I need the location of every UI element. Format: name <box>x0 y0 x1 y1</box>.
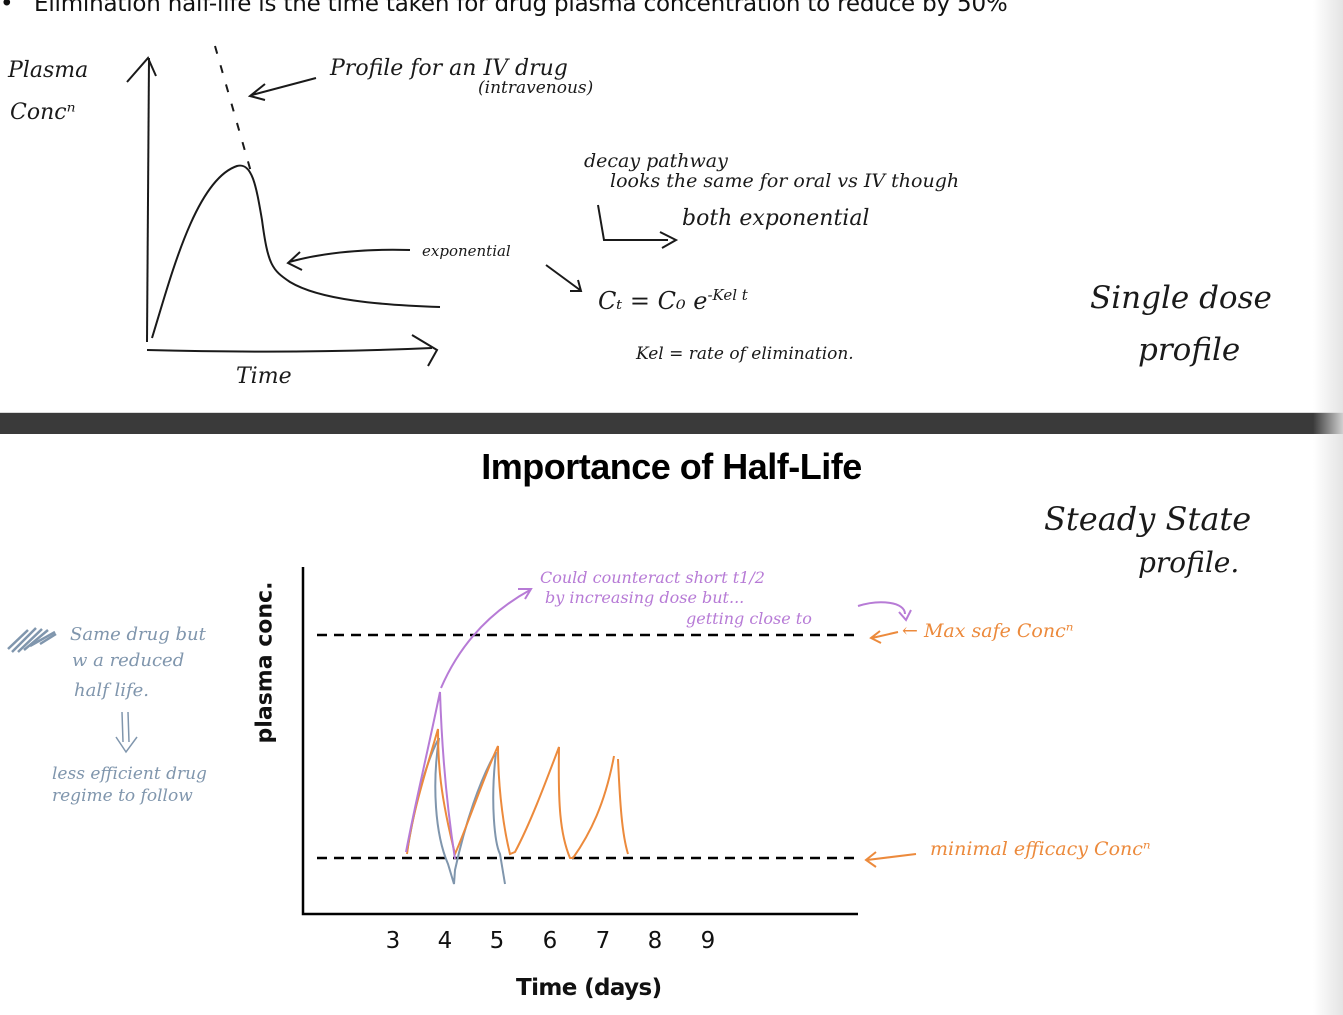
purple-arrow <box>440 589 531 689</box>
hatch-mark-icon <box>7 627 57 653</box>
grey-note-line5: regime to follow <box>52 786 193 806</box>
half-life-chart <box>7 567 917 916</box>
iv-annotation-sub: (intravenous) <box>478 78 594 98</box>
slide-single-dose: • Elimination half-life is the time taken… <box>0 0 1343 412</box>
grey-note-line4: less efficient drug <box>52 764 207 784</box>
x-tick: 6 <box>542 928 558 954</box>
min-efficacy-label: minimal efficacy Concⁿ <box>930 838 1151 860</box>
max-safe-label: ← Max safe Concⁿ <box>902 620 1074 642</box>
bullet-point: • Elimination half-life is the time taken… <box>0 0 1008 17</box>
steady-state-title-line2: profile. <box>1138 546 1240 579</box>
grey-note: Same drug but <box>70 624 206 645</box>
series-reduced-half-life <box>406 737 506 885</box>
decay-note: decay pathway <box>584 150 728 172</box>
x-axis-label: Time <box>236 364 292 389</box>
x-tick: 9 <box>700 928 716 954</box>
exponential-label: exponential <box>422 242 511 260</box>
grey-note-line2: w a reduced <box>72 650 185 671</box>
purple-note: Could counteract short t1/2 <box>540 568 765 587</box>
purple-note-line2: by increasing dose but... <box>545 588 745 607</box>
single-dose-title: Single dose <box>1090 280 1272 316</box>
slide-separator <box>0 412 1343 435</box>
steady-state-title: Steady State <box>1044 500 1252 538</box>
implies-arrow-icon <box>115 711 138 754</box>
purple-note-line3: getting close to <box>686 609 812 628</box>
slide-steady-state: Importance of Half-Life Steady State pro… <box>0 434 1343 1015</box>
bullet-text: Elimination half-life is the time taken … <box>34 0 1008 17</box>
single-dose-sketch <box>126 45 679 367</box>
x-tick: 8 <box>647 928 663 954</box>
equation: Cₜ = C₀ e-Kel t <box>598 286 748 315</box>
grey-note-line3: half life. <box>74 680 150 701</box>
chart-axes <box>301 567 858 916</box>
x-tick: 4 <box>437 928 453 954</box>
equation-exponent: -Kel t <box>707 286 748 304</box>
y-axis-label: Plasma <box>8 58 89 83</box>
kel-definition: Kel = rate of elimination. <box>636 344 854 364</box>
x-tick: 5 <box>489 928 505 954</box>
iv-annotation: Profile for an IV drug <box>330 56 568 81</box>
single-dose-title-line2: profile <box>1138 332 1241 368</box>
decay-note-line3: both exponential <box>682 206 870 231</box>
series-increased-dose <box>405 691 456 860</box>
decay-note-line2: looks the same for oral vs IV though <box>610 170 960 192</box>
y-axis-label: plasma conc. <box>252 581 278 744</box>
bullet-marker: • <box>0 0 14 17</box>
equation-base: Cₜ = C₀ e <box>598 287 708 315</box>
x-tick: 3 <box>385 928 401 954</box>
min-efficacy-arrow-icon <box>864 851 917 868</box>
x-axis-label: Time (days) <box>516 975 662 1001</box>
slide-title: Importance of Half-Life <box>481 446 862 487</box>
series-steady-state <box>406 728 629 859</box>
max-safe-arrow-icon <box>869 630 899 644</box>
y-axis-label-line2: Concⁿ <box>10 100 76 125</box>
x-tick: 7 <box>595 928 611 954</box>
